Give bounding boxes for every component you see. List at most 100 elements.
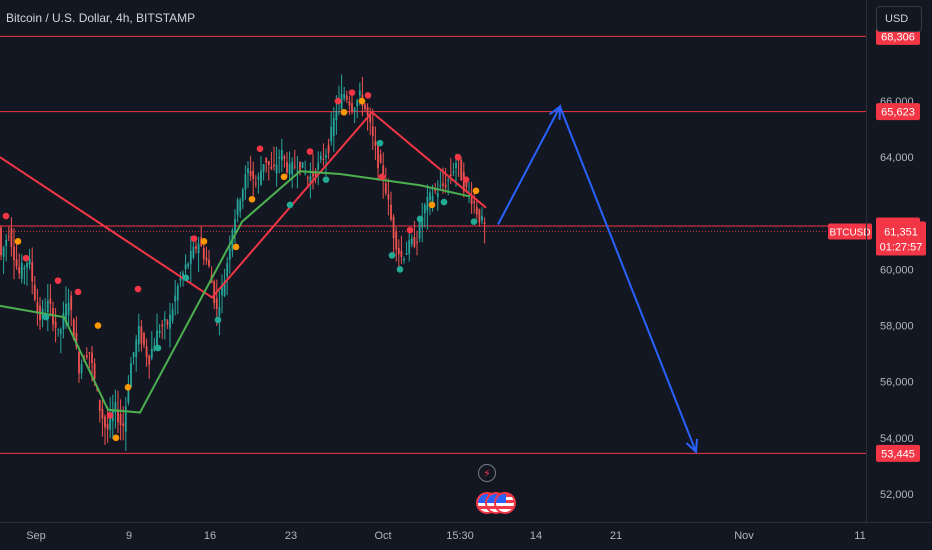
candle-body [36, 302, 39, 314]
candle-body [296, 170, 299, 172]
candle-body [62, 313, 65, 330]
candle-body [309, 176, 312, 185]
candle-body [314, 170, 317, 177]
candle-body [322, 159, 325, 161]
y-tick-label: 56,000 [880, 377, 914, 389]
candle-body [5, 239, 8, 247]
candle-body [122, 423, 125, 427]
candle-body [265, 157, 268, 163]
candle-body [88, 352, 91, 354]
current-price-label-bg [876, 221, 926, 256]
x-tick-label: 9 [126, 530, 132, 542]
signal-dot [94, 322, 102, 329]
candle-body [267, 161, 270, 166]
zigzag-green-line[interactable] [0, 170, 471, 414]
signal-dot [112, 434, 120, 442]
signal-dot [416, 215, 424, 223]
candle-body [127, 388, 130, 403]
candle-body [166, 320, 169, 325]
candle-body [26, 263, 28, 268]
candle-body [221, 285, 223, 296]
candle-body [408, 240, 411, 254]
candle-body [410, 238, 413, 245]
candle-body [213, 281, 216, 304]
candle-body [379, 154, 382, 163]
candle-body [65, 303, 67, 324]
candle-body [202, 248, 205, 260]
candle-body [262, 164, 265, 172]
candle-body [135, 339, 138, 358]
candle-body [187, 263, 190, 267]
y-tick-label: 60,000 [880, 264, 914, 276]
currency-selector-button[interactable]: USD [876, 6, 922, 32]
candle-body [156, 330, 158, 347]
signal-dot [106, 412, 114, 419]
candle-body [176, 285, 179, 301]
candle-body [93, 363, 96, 380]
candle-body [403, 258, 405, 261]
price-level-label: 68,306 [881, 31, 915, 43]
candle-body [418, 221, 421, 239]
signal-dot [14, 238, 22, 245]
candle-body [249, 171, 252, 176]
signal-dot [348, 89, 356, 96]
signal-dot [154, 344, 162, 352]
candle-body [31, 262, 34, 282]
candle-body [241, 189, 244, 202]
candle-body [304, 172, 307, 174]
candle-body [163, 318, 166, 321]
x-tick-label: 21 [610, 530, 622, 542]
us-flag-icon[interactable] [494, 492, 516, 514]
signal-dot [280, 173, 288, 181]
signal-dot [232, 243, 240, 251]
candle-body [208, 259, 210, 267]
candle-body [426, 196, 429, 211]
signal-dot [378, 173, 386, 181]
candle-body [15, 259, 18, 267]
flash-icon[interactable]: ⚡ [478, 464, 496, 482]
candle-body [57, 328, 60, 330]
candle-body [223, 280, 226, 296]
candle-body [291, 161, 294, 175]
candle-body [54, 321, 57, 328]
signal-dot [406, 226, 414, 234]
candle-body [189, 250, 192, 264]
economic-events-flags[interactable] [476, 492, 516, 516]
candle-body [140, 326, 143, 344]
candle-body [405, 253, 408, 255]
candle-body [421, 218, 424, 228]
candle-body [7, 236, 10, 238]
candle-body [252, 170, 255, 179]
projection-path[interactable] [497, 104, 697, 453]
signal-dot [286, 201, 294, 209]
candle-body [384, 183, 387, 194]
candle-body [371, 126, 374, 136]
symbol-tag-bg [828, 223, 872, 240]
candle-body [106, 423, 109, 430]
signal-dot [396, 266, 404, 273]
y-tick-label: 64,000 [880, 152, 914, 164]
candle-body [340, 94, 343, 110]
candle-body [20, 262, 23, 279]
candle-body [67, 302, 70, 315]
y-tick-label: 52,000 [880, 489, 914, 501]
candle-body [169, 314, 171, 329]
candle-body [226, 262, 229, 277]
candle-body [460, 159, 463, 181]
candle-body [218, 307, 221, 316]
candle-body [158, 330, 161, 334]
signal-dot [306, 148, 314, 155]
candle-body [335, 110, 338, 121]
candle-body [150, 348, 153, 359]
candle-body [374, 140, 377, 146]
candle-body [439, 184, 442, 187]
y-tick-label: 54,000 [880, 433, 914, 445]
signal-dot [256, 145, 264, 153]
candle-body [257, 176, 260, 180]
candle-body [444, 184, 447, 188]
candle-body [452, 171, 455, 173]
candle-body [392, 216, 395, 239]
candle-body [0, 227, 2, 256]
